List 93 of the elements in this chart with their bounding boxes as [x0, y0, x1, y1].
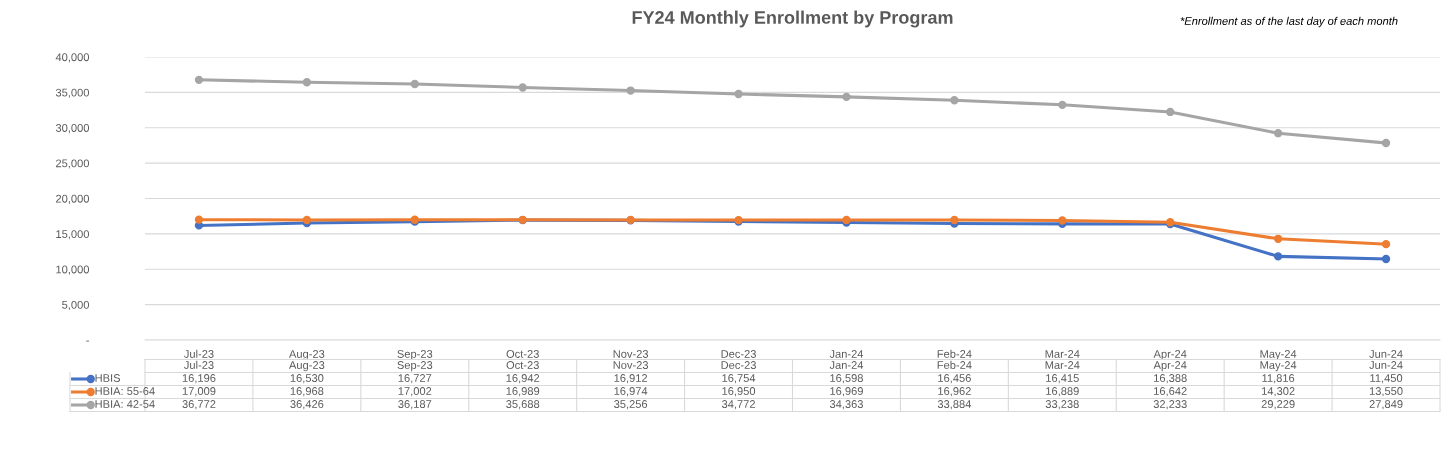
y-tick-label: 20,000: [56, 194, 90, 204]
point: [1058, 100, 1067, 110]
x-tick-label: Dec-23: [721, 350, 756, 358]
data-label: 11,450: [1370, 374, 1403, 384]
data-label: 17,009: [182, 387, 216, 397]
data-label: 16,968: [290, 387, 324, 397]
text: *Enrollment as of the last day of each month: [1180, 16, 1398, 28]
data-label: 35,256: [614, 400, 648, 410]
data-label: 16,415: [1046, 374, 1079, 384]
point: [1381, 138, 1391, 148]
category-label: Dec-23: [721, 361, 756, 369]
point: [1166, 107, 1175, 117]
data-label: 16,388: [1154, 374, 1187, 384]
x-tick-label: Feb-24: [937, 349, 972, 358]
category-label: Jun-24: [1369, 361, 1403, 369]
category-label: Mar-24: [1045, 361, 1080, 369]
data-label: 33,238: [1045, 400, 1079, 410]
data-label: 13,550: [1369, 387, 1403, 397]
data-label: 16,942: [506, 374, 540, 384]
x-tick-label: Nov-23: [613, 350, 649, 358]
data-label: 34,363: [829, 400, 863, 410]
point: [194, 215, 204, 224]
data-label: 17,002: [398, 387, 432, 397]
category-label: Oct-23: [506, 361, 539, 369]
y-tick-label: 5,000: [62, 300, 90, 311]
legend-label: HBIA: 42-54: [95, 400, 155, 408]
point: [626, 86, 635, 95]
point: [842, 92, 851, 102]
data-label: 16,989: [506, 387, 540, 397]
x-tick-label: Oct-23: [506, 350, 539, 358]
point: [518, 83, 527, 92]
data-label: 16,196: [182, 374, 216, 384]
point: [1381, 239, 1391, 249]
data-label: 36,426: [290, 400, 324, 410]
point: [1273, 129, 1283, 138]
x-tick-label: Apr-24: [1153, 350, 1187, 361]
legend-label: HBIA: 55-64: [95, 387, 155, 395]
point: [1058, 216, 1067, 225]
data-label: 16,912: [614, 374, 648, 384]
x-tick-label: Jul-23: [184, 349, 214, 358]
data-label: 16,456: [938, 374, 971, 384]
chart-title: FY24 Monthly Enrollment by Program: [632, 10, 953, 28]
data-label: 14,302: [1261, 387, 1295, 397]
category-label: Apr-24: [1153, 361, 1187, 372]
x-tick-label: Mar-24: [1045, 350, 1080, 358]
y-tick-label: 35,000: [55, 88, 90, 98]
point: [950, 96, 959, 105]
y-tick-label: 15,000: [56, 230, 90, 240]
data-label: 27,849: [1369, 400, 1403, 410]
category-label: Sep-23: [397, 361, 433, 372]
data-label: 36,772: [182, 400, 216, 410]
data-label: 16,530: [290, 374, 324, 384]
x-tick-label: Aug-23: [288, 350, 325, 361]
data-label: 34,772: [721, 400, 755, 410]
category-label: Jan-24: [829, 361, 864, 369]
x-tick-label: May-24: [1260, 350, 1297, 361]
category-label: Jul-23: [184, 360, 214, 369]
point: [410, 79, 419, 89]
category-label: Aug-23: [288, 361, 325, 372]
y-tick-label: 10,000: [56, 265, 90, 275]
data-label: 16,598: [830, 374, 863, 384]
x-tick-label: Jan-24: [829, 350, 864, 358]
y-tick-label: 30,000: [55, 124, 90, 134]
point: [302, 78, 312, 87]
point: [734, 89, 743, 99]
data-label: 16,969: [830, 387, 863, 397]
category-label: May-24: [1260, 361, 1297, 372]
data-label: 16,974: [614, 387, 648, 397]
y-tick-label: -: [86, 340, 89, 342]
point: [1273, 252, 1283, 261]
data-label: 35,688: [506, 400, 540, 410]
data-label: 36,187: [398, 400, 432, 410]
category-label: Nov-23: [613, 361, 649, 369]
data-label: 32,233: [1153, 400, 1187, 410]
data-label: 29,229: [1261, 400, 1295, 410]
point: [1273, 234, 1283, 243]
data-label: 16,950: [722, 387, 756, 397]
data-label: 16,642: [1154, 387, 1187, 397]
x-tick-label: Sep-23: [397, 350, 433, 361]
legend-label: HBIS: [95, 374, 121, 382]
y-tick-label: 40,000: [55, 53, 90, 63]
point: [950, 215, 959, 225]
data-label: 11,816: [1262, 374, 1295, 384]
data-label: 16,727: [398, 374, 432, 384]
data-label: 16,889: [1046, 387, 1079, 397]
x-tick-label: Jun-24: [1369, 350, 1403, 358]
y-tick-label: 25,000: [56, 159, 90, 169]
point: [194, 75, 204, 85]
data-label: 16,962: [938, 387, 971, 397]
category-label: Feb-24: [937, 360, 972, 369]
data-label: 16,754: [722, 374, 756, 384]
point: [1381, 254, 1391, 264]
data-label: 33,884: [937, 400, 972, 410]
